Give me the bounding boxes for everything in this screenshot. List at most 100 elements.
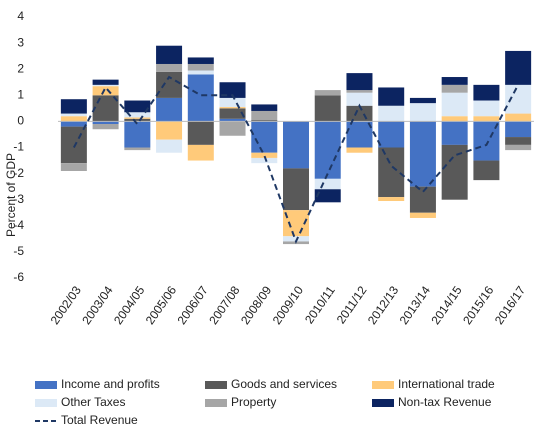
bar-segment — [92, 79, 119, 85]
x-tick-label: 2016/17 — [492, 283, 529, 327]
bar-segment — [378, 147, 405, 198]
bar-segment — [124, 118, 151, 122]
legend-swatch — [372, 399, 394, 407]
x-tick-label: 2003/04 — [79, 283, 116, 327]
bar-segment — [505, 84, 532, 114]
bar-segment — [409, 97, 436, 104]
bar-segment — [92, 86, 119, 96]
bar-segment — [187, 63, 214, 71]
bar-segment — [92, 95, 119, 122]
bar-segment — [219, 97, 246, 108]
bar-segment — [314, 95, 341, 122]
x-tick-label: 2005/06 — [143, 283, 180, 327]
x-tick-label: 2002/03 — [48, 283, 85, 327]
bar-segment — [156, 121, 183, 140]
bar-segment — [283, 236, 309, 242]
bar-segment — [156, 63, 183, 72]
legend-swatch — [205, 399, 227, 407]
x-tick-label: 2014/15 — [428, 283, 465, 327]
total-line — [72, 75, 520, 245]
bar-segment — [156, 45, 183, 64]
x-tick-label: 2009/10 — [270, 283, 307, 327]
y-tick-label: 2 — [17, 61, 24, 75]
bar-segment — [187, 70, 214, 75]
legend-label: Property — [231, 395, 276, 409]
bar-segment — [60, 113, 87, 117]
bar-segment — [314, 121, 341, 179]
x-tick-label: 2011/12 — [334, 283, 370, 326]
legend-swatch — [35, 399, 57, 407]
bar-segment — [441, 121, 468, 145]
bar-segment — [251, 104, 278, 111]
legend-label: Income and profits — [61, 377, 160, 391]
bar-segment — [187, 144, 214, 161]
bar-segment — [346, 121, 373, 148]
x-tick-label: 2015/16 — [460, 283, 497, 327]
bar-segment — [473, 100, 500, 117]
y-tick-label: -2 — [13, 166, 24, 180]
bar-segment — [505, 137, 532, 145]
bar-segment — [60, 121, 87, 127]
legend-label: Goods and services — [231, 377, 337, 391]
y-tick-label: -3 — [13, 192, 24, 206]
y-tick-label: 1 — [17, 87, 24, 101]
legend-swatch — [372, 381, 394, 389]
bar-segment — [92, 121, 119, 125]
bar-segment — [441, 84, 468, 93]
bar-segment — [60, 99, 87, 114]
bar-segment — [505, 144, 532, 151]
legend-label: Other Taxes — [61, 395, 125, 409]
x-tick-label: 2013/14 — [397, 283, 434, 327]
bar-segment — [314, 189, 341, 203]
legend-label: Total Revenue — [61, 413, 138, 426]
bar-segment — [441, 77, 468, 85]
bar-segment — [378, 105, 405, 122]
y-tick-label: -4 — [13, 218, 24, 232]
bar-segment — [346, 90, 373, 93]
y-tick-label: -6 — [13, 270, 24, 284]
bar-segment — [124, 117, 151, 119]
y-tick-label: -1 — [13, 140, 24, 154]
bar-segment — [441, 144, 468, 200]
bar-segment — [251, 110, 278, 121]
bar-segment — [156, 71, 183, 98]
bar-segment — [187, 57, 214, 64]
bar-segment — [124, 147, 151, 151]
bar-segment — [219, 107, 246, 109]
legend-label: International trade — [398, 377, 495, 391]
bar-segment — [124, 100, 151, 113]
legend-swatch — [35, 381, 57, 389]
y-tick-label: -5 — [13, 244, 24, 258]
legend-label: Non-tax Revenue — [398, 395, 492, 409]
bar-segment — [187, 121, 214, 145]
y-tick-label: 3 — [17, 35, 24, 49]
bar-segment — [314, 178, 341, 190]
bar-segment — [441, 92, 468, 117]
bar-segment — [346, 147, 373, 153]
bar-segment — [409, 103, 436, 122]
bar-segment — [124, 112, 151, 118]
bar-segment — [92, 124, 119, 130]
bar-segment — [251, 121, 278, 153]
bar-segment — [60, 163, 87, 171]
bar-segment — [409, 121, 436, 187]
bar-segment — [378, 87, 405, 106]
bar-segment — [92, 84, 119, 87]
bar-segment — [473, 116, 500, 122]
bar-segment — [441, 116, 468, 122]
bar-segment — [60, 126, 87, 164]
y-tick-label: 4 — [17, 9, 24, 23]
bar-segment — [219, 82, 246, 98]
bar-segment — [219, 108, 246, 119]
bar-segment — [283, 168, 309, 211]
x-tick-label: 2004/05 — [111, 283, 148, 327]
bar-segment — [219, 121, 246, 136]
bar-segment — [505, 121, 532, 138]
bar-segment — [60, 116, 87, 122]
bar-segment — [283, 121, 309, 169]
legend-swatch — [205, 381, 227, 389]
x-tick-label: 2010/11 — [302, 283, 338, 326]
bar-segment — [251, 157, 278, 164]
y-axis-label: Percent of GDP — [4, 153, 18, 237]
